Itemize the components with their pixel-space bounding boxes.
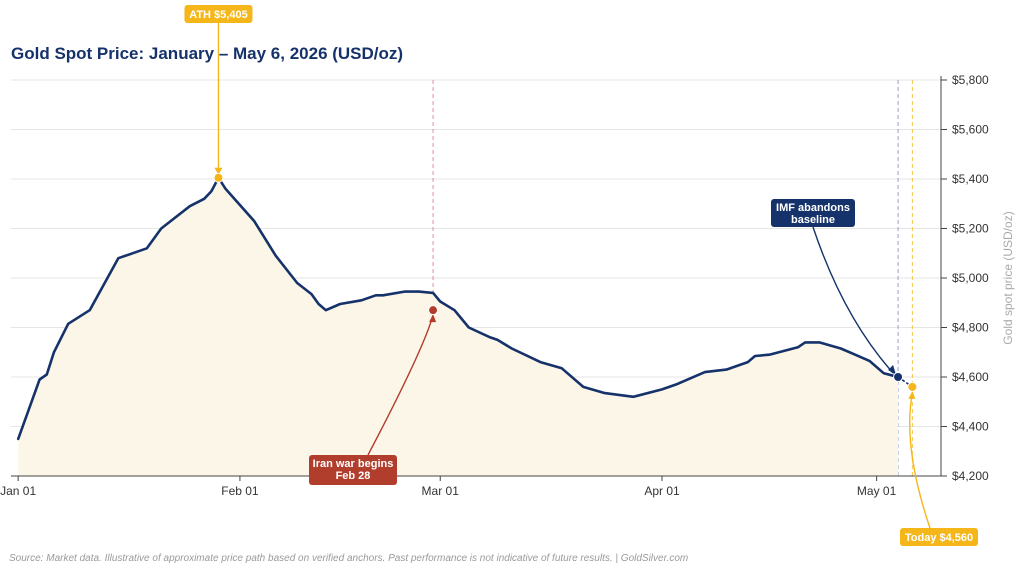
tick-label-x: Apr 01 [644, 484, 680, 498]
tick-label-y: $5,800 [952, 73, 989, 87]
tick-label-y: $5,200 [952, 222, 989, 236]
callout-imf-box [771, 199, 855, 227]
source-note: Source: Market data. Illustrative of app… [9, 553, 689, 564]
tick-label-y: $5,000 [952, 271, 989, 285]
callout-today-arrow [909, 392, 931, 529]
callout-ath-arrowhead [214, 167, 223, 175]
callout-iran-arrow [367, 314, 434, 456]
price-area [18, 177, 899, 477]
callout-iran-box [309, 455, 397, 485]
callout-iran-label: Iran war begins [313, 458, 394, 470]
axes: $4,200 $4,400 $4,600 $4,800 $5,000 $5,200 $5,4… [0, 73, 989, 498]
data-point-marker [907, 381, 918, 392]
callout-today-box [900, 528, 978, 546]
tick-label-y: $4,400 [952, 420, 989, 434]
data-point-marker [893, 372, 904, 382]
callout-today-arrowhead [908, 390, 916, 399]
tick-label-x: Jan 01 [0, 484, 36, 498]
tick-label-y: $5,400 [952, 172, 989, 186]
tick-label-x: Feb 01 [221, 484, 259, 498]
tick-label-y: $5,600 [952, 123, 989, 137]
callout-iran-label: Feb 28 [336, 470, 371, 482]
callout-ath-box [184, 5, 253, 23]
callout-imf-arrowhead [888, 365, 897, 375]
tick-label-x: May 01 [857, 484, 897, 498]
callout-iran-arrowhead [429, 314, 437, 323]
callout-imf-label: IMF abandons [776, 202, 850, 214]
tick-label-y: $4,600 [952, 370, 989, 384]
price-line [16, 176, 900, 441]
chart-title: Gold Spot Price: January – May 6, 2026 (… [11, 44, 404, 63]
callout-imf-arrow [812, 226, 894, 374]
tick-label-y: $4,200 [952, 469, 989, 483]
tick-label-x: Mar 01 [422, 484, 460, 498]
markers [213, 172, 918, 392]
tick-label-y: $4,800 [952, 321, 989, 335]
callout-imf-label: baseline [791, 214, 835, 226]
callout-ath-label: ATH $5,405 [189, 9, 248, 21]
area-layer [18, 177, 899, 477]
callout-today-label: Today $4,560 [905, 532, 973, 544]
y-axis-label: Gold spot price (USD/oz) [1001, 211, 1015, 344]
data-point-marker [428, 305, 439, 316]
data-point-marker [213, 172, 224, 183]
